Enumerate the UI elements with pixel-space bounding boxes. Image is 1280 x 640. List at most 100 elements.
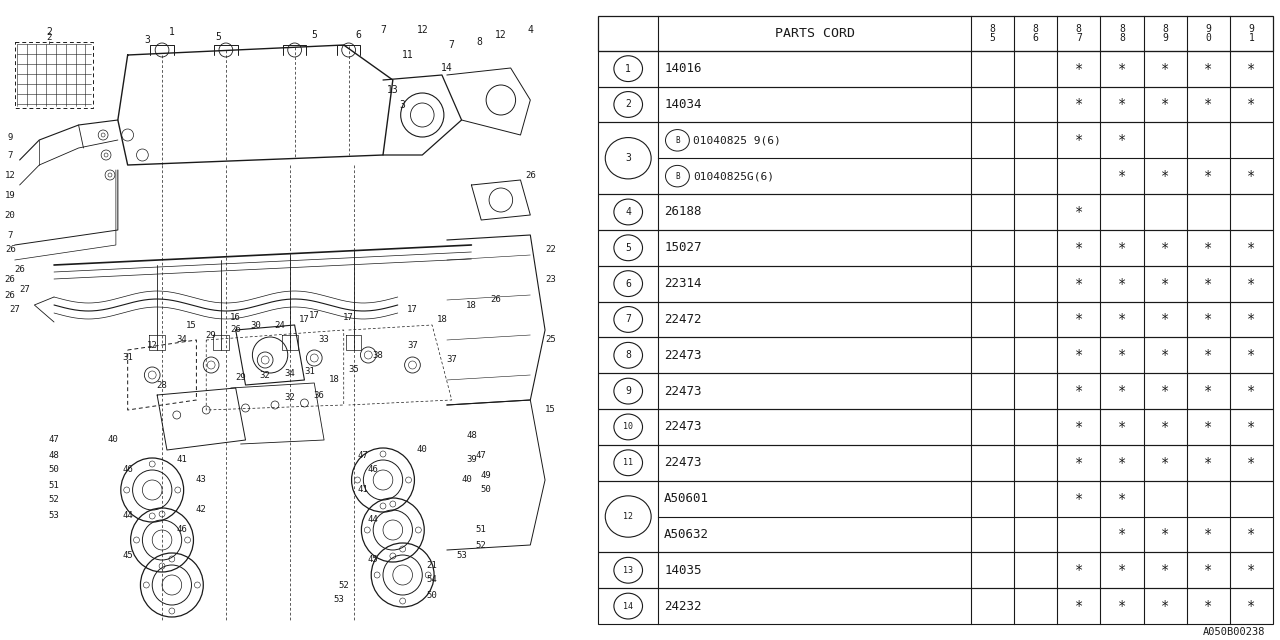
Text: 21: 21 <box>426 561 438 570</box>
Bar <box>598 194 1272 230</box>
Text: 38: 38 <box>372 351 384 360</box>
Text: 29: 29 <box>206 330 216 339</box>
Text: 7: 7 <box>625 314 631 324</box>
Text: *: * <box>1247 599 1256 613</box>
Text: 18: 18 <box>436 316 447 324</box>
Text: 52: 52 <box>338 580 349 589</box>
Text: 27: 27 <box>9 305 20 314</box>
Text: *: * <box>1161 61 1169 76</box>
Text: *: * <box>1204 169 1212 183</box>
Text: A50601: A50601 <box>664 492 709 505</box>
Text: *: * <box>1075 276 1083 291</box>
Text: *: * <box>1204 527 1212 541</box>
Text: 22473: 22473 <box>664 456 701 469</box>
Text: *: * <box>1247 312 1256 326</box>
Text: 25: 25 <box>545 335 556 344</box>
Text: 44: 44 <box>367 515 379 525</box>
Text: 13: 13 <box>623 566 634 575</box>
Text: 22: 22 <box>545 246 556 255</box>
Text: 37: 37 <box>447 355 457 365</box>
Text: *: * <box>1204 97 1212 111</box>
Text: 26188: 26188 <box>664 205 701 218</box>
Text: *: * <box>1117 384 1126 398</box>
Text: 45: 45 <box>123 550 133 559</box>
Text: *: * <box>1075 563 1083 577</box>
Text: 18: 18 <box>329 376 339 385</box>
Text: 53: 53 <box>49 511 59 520</box>
Text: *: * <box>1161 97 1169 111</box>
Text: 1: 1 <box>169 27 175 37</box>
Text: 22473: 22473 <box>664 385 701 397</box>
Text: *: * <box>1117 456 1126 470</box>
Text: 40: 40 <box>108 435 118 445</box>
Text: 7: 7 <box>449 40 454 50</box>
Text: 12: 12 <box>416 25 429 35</box>
Text: *: * <box>1075 599 1083 613</box>
Text: 6: 6 <box>625 278 631 289</box>
Text: *: * <box>1247 527 1256 541</box>
Text: 26: 26 <box>4 291 15 300</box>
Text: 39: 39 <box>466 456 476 465</box>
Text: *: * <box>1161 563 1169 577</box>
Text: *: * <box>1161 527 1169 541</box>
Text: 26: 26 <box>5 246 15 255</box>
Bar <box>598 481 1272 552</box>
Text: 22472: 22472 <box>664 313 701 326</box>
Text: 40: 40 <box>417 445 428 454</box>
Text: *: * <box>1204 312 1212 326</box>
Text: 12: 12 <box>495 30 507 40</box>
Text: *: * <box>1204 348 1212 362</box>
Text: *: * <box>1075 97 1083 111</box>
Text: 14: 14 <box>623 602 634 611</box>
Text: *: * <box>1161 384 1169 398</box>
Text: 1: 1 <box>625 63 631 74</box>
Text: 45: 45 <box>367 556 379 564</box>
Text: 26: 26 <box>15 266 26 275</box>
Text: *: * <box>1117 61 1126 76</box>
Text: 12: 12 <box>147 340 157 349</box>
Text: *: * <box>1075 348 1083 362</box>
Text: 41: 41 <box>177 456 187 465</box>
Text: 13: 13 <box>387 85 398 95</box>
Text: *: * <box>1161 456 1169 470</box>
Text: 32: 32 <box>260 371 270 380</box>
Text: 7: 7 <box>380 25 387 35</box>
Text: 32: 32 <box>284 394 296 403</box>
Text: *: * <box>1117 599 1126 613</box>
Text: *: * <box>1204 384 1212 398</box>
Text: 12: 12 <box>4 170 15 179</box>
Text: 12: 12 <box>623 512 634 521</box>
Text: 22473: 22473 <box>664 349 701 362</box>
Text: 20: 20 <box>4 211 15 220</box>
Text: 17: 17 <box>300 316 310 324</box>
Text: *: * <box>1075 456 1083 470</box>
Text: 53: 53 <box>456 550 467 559</box>
Text: 11: 11 <box>623 458 634 467</box>
Text: *: * <box>1247 456 1256 470</box>
Text: 9
1: 9 1 <box>1248 24 1254 43</box>
Text: 8
9: 8 9 <box>1162 24 1169 43</box>
Text: 36: 36 <box>314 390 325 399</box>
Text: 48: 48 <box>49 451 59 460</box>
Text: *: * <box>1247 169 1256 183</box>
Text: 19: 19 <box>4 191 15 200</box>
Text: 53: 53 <box>333 595 344 605</box>
Text: 48: 48 <box>466 431 476 440</box>
Text: 46: 46 <box>367 465 379 474</box>
Text: 47: 47 <box>476 451 486 460</box>
Bar <box>598 337 1272 373</box>
Text: *: * <box>1204 456 1212 470</box>
Text: *: * <box>1161 599 1169 613</box>
Text: PARTS CORD: PARTS CORD <box>774 27 855 40</box>
Bar <box>598 445 1272 481</box>
Text: 26: 26 <box>490 296 502 305</box>
Text: 7: 7 <box>8 230 13 239</box>
Text: 14016: 14016 <box>664 62 701 75</box>
Text: B: B <box>675 172 680 180</box>
Text: *: * <box>1161 241 1169 255</box>
Text: 50: 50 <box>481 486 492 495</box>
Text: 42: 42 <box>196 506 206 515</box>
Text: A050B00238: A050B00238 <box>1203 627 1266 637</box>
Text: 46: 46 <box>123 465 133 474</box>
Text: 41: 41 <box>358 486 369 495</box>
